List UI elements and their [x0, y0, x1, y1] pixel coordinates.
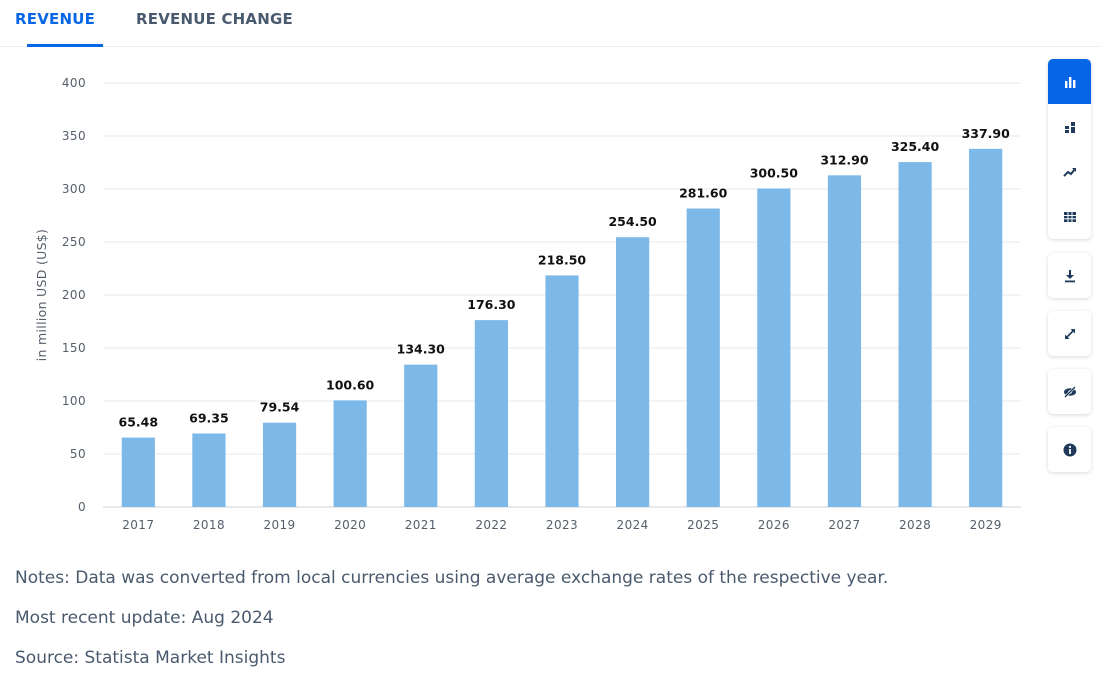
active-tab-indicator: [27, 44, 103, 47]
revenue-bar-chart: 0 50 100 150 200 250 300 350 400 in million USD (…: [34, 76, 1021, 532]
value-label: 300.50: [750, 165, 799, 180]
bar: [262, 422, 297, 507]
x-tick-label: 2020: [334, 518, 366, 532]
bar: [898, 162, 932, 507]
info-icon: [1063, 443, 1076, 456]
value-label: 254.50: [608, 214, 657, 229]
bar: [827, 175, 862, 508]
value-label: 312.90: [820, 152, 869, 167]
bar: [404, 364, 438, 507]
value-label: 337.90: [962, 126, 1011, 141]
tab-bar: REVENUE REVENUE CHANGE: [0, 0, 1101, 47]
value-label: 65.48: [119, 415, 159, 430]
bar: [333, 400, 367, 507]
chart-note: Notes: Data was converted from local cur…: [15, 568, 889, 588]
bar: [616, 237, 650, 508]
y-tick-label: 200: [62, 288, 86, 302]
stacked-chart-icon: [1064, 121, 1075, 133]
y-tick-label: 150: [62, 341, 86, 355]
info-panel: [1048, 427, 1091, 472]
bar: [474, 320, 508, 507]
value-label: 176.30: [467, 297, 516, 312]
x-tick-label: 2021: [405, 518, 437, 532]
value-label: 100.60: [326, 377, 375, 392]
tab-revenue[interactable]: REVENUE: [15, 10, 96, 28]
x-tick-label: 2024: [617, 518, 649, 532]
bar: [121, 437, 155, 507]
y-tick-label: 300: [62, 182, 86, 196]
x-tick-label: 2023: [546, 518, 578, 532]
bar: [757, 188, 791, 507]
value-label: 79.54: [260, 400, 300, 415]
bar: [545, 275, 579, 507]
x-tick-label: 2017: [122, 518, 154, 532]
x-tick-label: 2025: [687, 518, 719, 532]
download-icon: [1064, 269, 1075, 282]
table-view-button[interactable]: [1048, 194, 1091, 239]
bar: [686, 208, 720, 507]
y-tick-label: 50: [70, 447, 86, 461]
x-tick-label: 2022: [475, 518, 507, 532]
x-tick-label: 2026: [758, 518, 790, 532]
fullscreen-button[interactable]: [1048, 311, 1091, 356]
table-icon: [1063, 211, 1076, 222]
stacked-chart-button[interactable]: [1048, 104, 1091, 149]
value-label: 134.30: [397, 342, 446, 357]
trend-icon: [1062, 167, 1076, 177]
visibility-panel: [1048, 369, 1091, 414]
download-button[interactable]: [1048, 253, 1091, 298]
trend-chart-button[interactable]: [1048, 149, 1091, 194]
value-label: 281.60: [679, 186, 728, 201]
tab-revenue-change[interactable]: REVENUE CHANGE: [136, 10, 293, 28]
value-label: 218.50: [538, 252, 587, 267]
value-label: 69.35: [189, 410, 229, 425]
bar: [192, 433, 226, 507]
y-tick-label: 0: [78, 500, 86, 514]
chart-type-toolbar: [1048, 59, 1091, 239]
x-tick-label: 2028: [899, 518, 931, 532]
hide-icon: [1063, 385, 1076, 398]
x-tick-label: 2029: [970, 518, 1002, 532]
value-label: 325.40: [891, 139, 940, 154]
info-button[interactable]: [1048, 427, 1091, 472]
x-tick-label: 2019: [263, 518, 295, 532]
bar-chart-button[interactable]: [1048, 59, 1091, 104]
y-tick-label: 400: [62, 76, 86, 90]
fullscreen-panel: [1048, 311, 1091, 356]
bar-chart-icon: [1064, 76, 1075, 88]
hide-button[interactable]: [1048, 369, 1091, 414]
y-tick-label: 250: [62, 235, 86, 249]
download-panel: [1048, 253, 1091, 298]
update-info: Most recent update: Aug 2024: [15, 608, 274, 628]
y-axis-label: in million USD (US$): [34, 229, 49, 361]
y-tick-label: 100: [62, 394, 86, 408]
source-info: Source: Statista Market Insights: [15, 648, 286, 668]
x-tick-label: 2018: [193, 518, 225, 532]
y-tick-label: 350: [62, 129, 86, 143]
x-tick-label: 2027: [828, 518, 860, 532]
fullscreen-icon: [1064, 328, 1075, 339]
bar: [969, 148, 1003, 507]
